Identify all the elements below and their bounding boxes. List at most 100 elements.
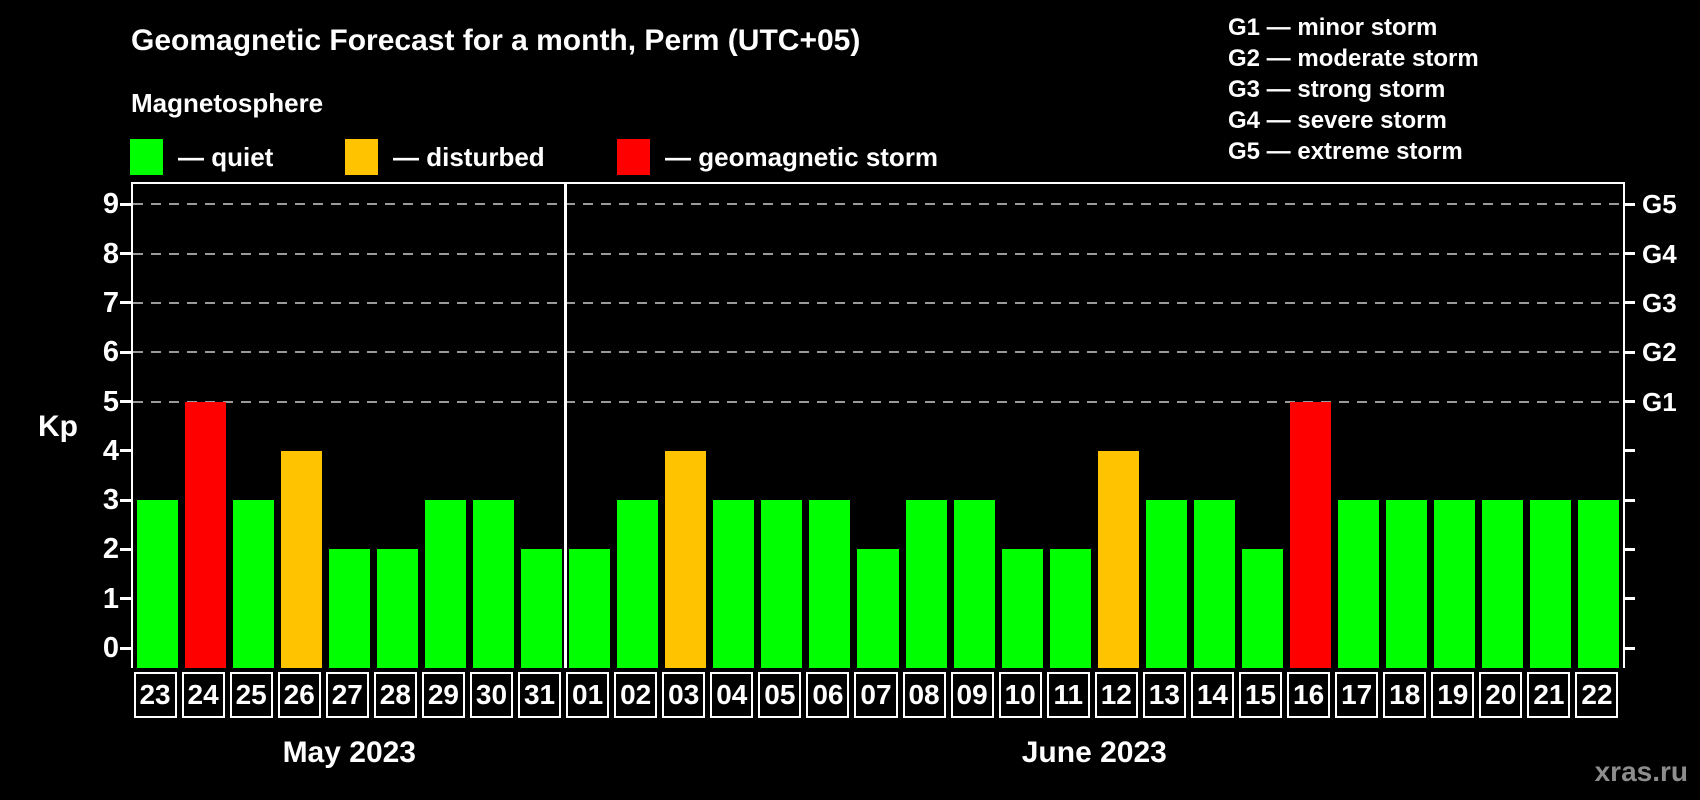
axis-tick-right	[1624, 547, 1635, 551]
date-cell: 01	[566, 672, 610, 718]
date-cell: 24	[181, 672, 225, 718]
page-title: Geomagnetic Forecast for a month, Perm (…	[131, 24, 861, 57]
kp-bar	[184, 401, 226, 668]
date-cell: 20	[1479, 672, 1523, 718]
legend-item-storm: — geomagnetic storm	[617, 137, 938, 177]
axis-tick-left	[120, 301, 131, 305]
y-tick-label: 9	[102, 188, 119, 221]
axis-tick-right	[1624, 350, 1635, 354]
axis-tick-right	[1624, 449, 1635, 453]
date-cell: 02	[614, 672, 658, 718]
y-tick-label: 7	[102, 286, 119, 319]
grid-line-kp-5	[133, 400, 1623, 403]
date-cell: 06	[806, 672, 850, 718]
g-axis-label-g4: G4	[1642, 238, 1677, 269]
axis-tick-right	[1624, 400, 1635, 403]
kp-bar	[1482, 500, 1524, 668]
kp-bar	[1193, 500, 1235, 668]
kp-bar	[376, 549, 418, 668]
kp-bar	[665, 450, 707, 668]
kp-bar	[1338, 500, 1380, 668]
axis-tick-left	[120, 252, 131, 256]
kp-bar	[521, 549, 563, 668]
watermark-xras: xras.ru	[1594, 756, 1688, 787]
kp-bar	[617, 500, 659, 668]
date-cell: 03	[662, 672, 706, 718]
grid-line-kp-7	[133, 301, 1623, 304]
axis-tick-right	[1624, 646, 1635, 650]
storm-color-swatch	[617, 139, 650, 175]
kp-bar	[809, 500, 851, 668]
kp-bar	[328, 549, 370, 668]
kp-bar	[1001, 549, 1043, 668]
axis-tick-left	[120, 547, 131, 551]
kp-bar	[1097, 450, 1139, 668]
kp-bar	[136, 500, 178, 668]
legend-label-quiet: — quiet	[178, 141, 274, 172]
grid-line-kp-8	[133, 252, 1623, 255]
grid-line-kp-9	[133, 203, 1623, 206]
g-scale-line-g2: G2 — moderate storm	[1228, 45, 1479, 72]
month-label: May 2023	[282, 736, 416, 769]
month-label: June 2023	[1021, 736, 1167, 769]
kp-bar	[1290, 401, 1332, 668]
kp-bar	[1386, 500, 1428, 668]
axis-tick-right	[1624, 252, 1635, 256]
g-scale-legend: G1 — minor storm G2 — moderate storm G3 …	[1228, 12, 1479, 167]
magnetosphere-legend-title: Magnetosphere	[131, 88, 324, 118]
kp-bar	[713, 500, 755, 668]
legend-item-disturbed: — disturbed	[345, 137, 545, 177]
kp-bar	[857, 549, 899, 668]
date-cell: 21	[1527, 672, 1571, 718]
date-cell: 29	[421, 672, 465, 718]
y-tick-label: 8	[102, 237, 119, 270]
date-cell: 09	[950, 672, 994, 718]
g-scale-line-g3: G3 — strong storm	[1228, 76, 1446, 103]
axis-tick-left	[120, 498, 131, 502]
axis-tick-right	[1624, 202, 1635, 206]
g-axis-label-g1: G1	[1642, 386, 1677, 417]
legend-label-disturbed: — disturbed	[393, 141, 545, 172]
plot-area	[131, 182, 1625, 668]
axis-tick-left	[120, 202, 131, 206]
date-cell: 12	[1094, 672, 1138, 718]
date-cell: 18	[1383, 672, 1427, 718]
y-tick-label: 6	[102, 336, 119, 369]
disturbed-color-swatch	[345, 139, 378, 175]
legend-label-storm: — geomagnetic storm	[665, 141, 939, 172]
g-scale-line-g1: G1 — minor storm	[1228, 14, 1438, 41]
date-cell: 10	[998, 672, 1042, 718]
kp-bar	[953, 500, 995, 668]
kp-bar	[280, 450, 322, 668]
kp-bar	[1145, 500, 1187, 668]
date-cell: 13	[1142, 672, 1186, 718]
g-axis-label-g5: G5	[1642, 189, 1677, 220]
kp-bar	[1434, 500, 1476, 668]
g-scale-line-g4: G4 — severe storm	[1228, 107, 1447, 134]
legend-item-quiet: — quiet	[130, 137, 273, 177]
date-cell: 27	[325, 672, 369, 718]
y-tick-label: 1	[102, 582, 119, 615]
g-scale-line-g5: G5 — extreme storm	[1228, 138, 1463, 165]
date-cell: 23	[133, 672, 177, 718]
kp-bar	[1049, 549, 1091, 668]
date-cell: 19	[1431, 672, 1475, 718]
axis-tick-left	[120, 350, 131, 354]
kp-bar	[232, 500, 274, 668]
axis-tick-left	[120, 646, 131, 650]
axis-tick-left	[120, 400, 131, 403]
date-cell: 08	[902, 672, 946, 718]
date-cell: 31	[518, 672, 562, 718]
date-cell: 26	[277, 672, 321, 718]
y-tick-label: 0	[102, 632, 119, 664]
kp-bar	[424, 500, 466, 668]
kp-bar	[472, 500, 514, 668]
y-axis-title: Kp	[38, 410, 78, 443]
g-axis-label-g2: G2	[1642, 337, 1677, 368]
date-cell: 11	[1046, 672, 1090, 718]
date-cell: 15	[1238, 672, 1283, 718]
date-cell: 30	[469, 672, 513, 718]
date-cell: 17	[1335, 672, 1379, 718]
date-cell: 16	[1287, 672, 1331, 718]
y-tick-label: 2	[102, 533, 119, 566]
